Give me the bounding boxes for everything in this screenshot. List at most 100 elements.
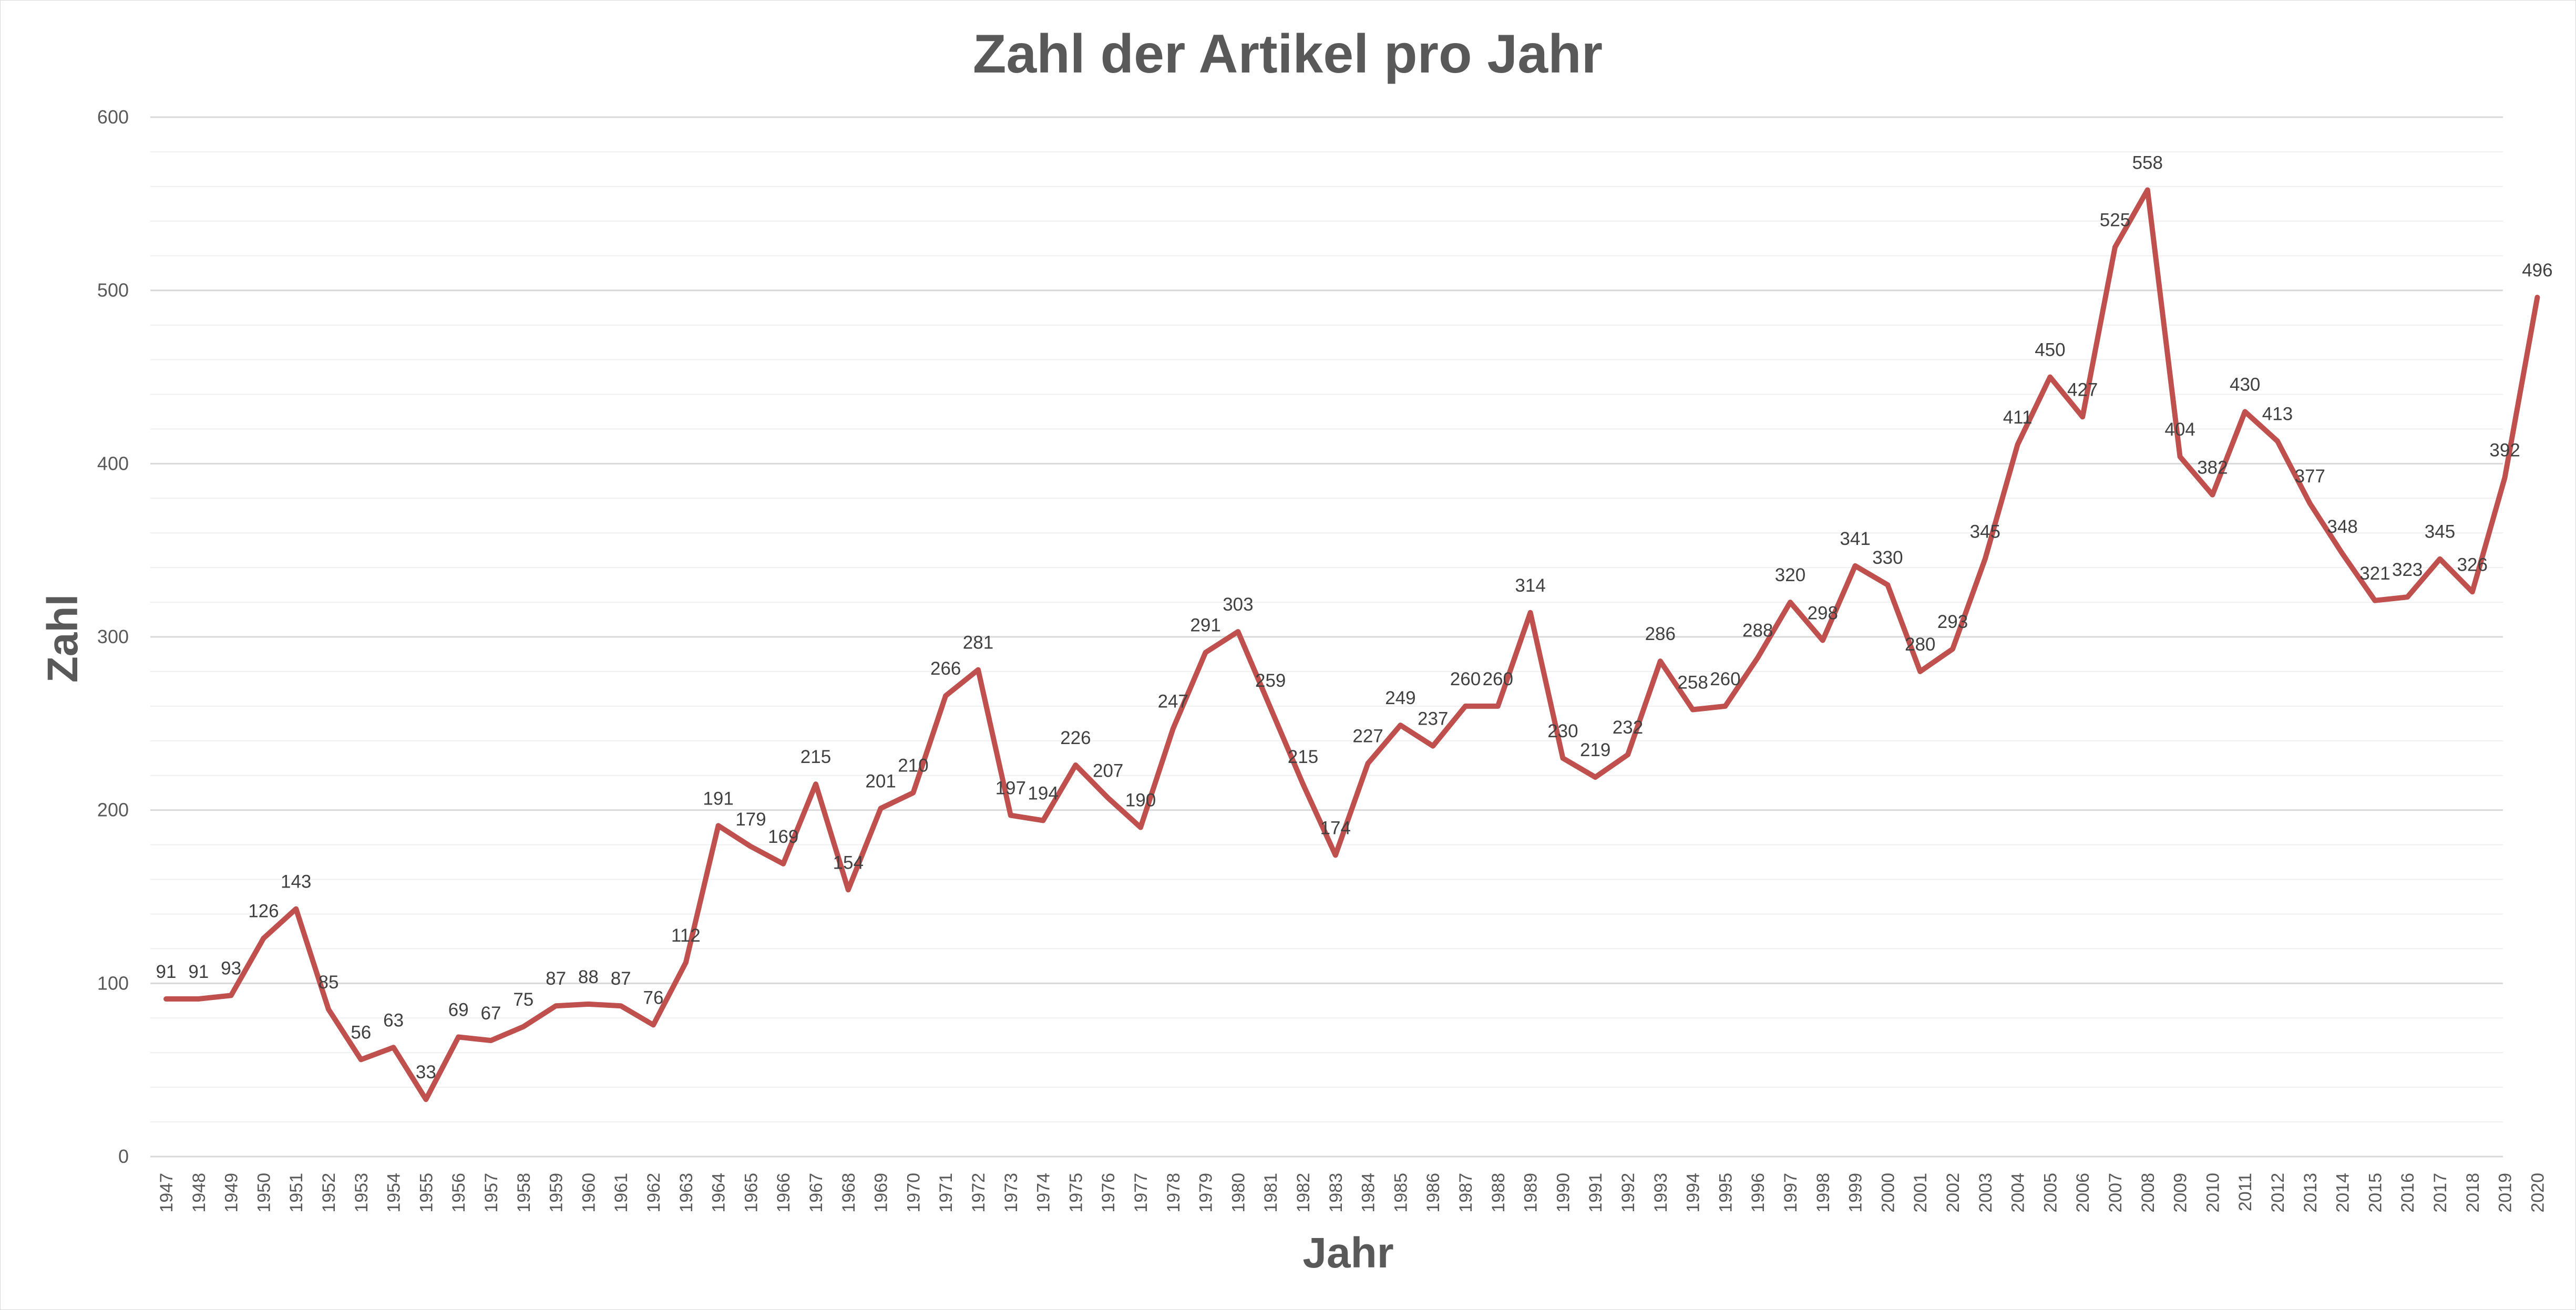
x-tick-label: 1997 xyxy=(1781,1173,1801,1213)
data-label: 190 xyxy=(1125,790,1156,811)
x-tick-label: 1979 xyxy=(1196,1173,1216,1213)
x-tick-label: 1948 xyxy=(189,1173,209,1213)
data-label: 207 xyxy=(1093,761,1123,781)
x-tick-label: 1989 xyxy=(1521,1173,1541,1213)
data-label: 85 xyxy=(319,972,339,993)
data-label: 293 xyxy=(1937,612,1968,632)
data-label: 219 xyxy=(1580,740,1610,760)
data-label: 112 xyxy=(671,925,701,946)
x-tick-label: 1973 xyxy=(1001,1173,1021,1213)
data-label: 323 xyxy=(2392,560,2423,580)
x-tick-label: 2019 xyxy=(2496,1173,2516,1213)
data-label: 215 xyxy=(800,747,831,767)
x-tick-label: 1956 xyxy=(449,1173,469,1213)
series xyxy=(163,187,2540,1102)
x-tick-label: 1955 xyxy=(416,1173,436,1213)
data-label: 321 xyxy=(2359,563,2390,584)
data-label: 288 xyxy=(1742,621,1773,641)
data-label: 87 xyxy=(546,968,566,989)
x-tick-label: 1982 xyxy=(1294,1173,1313,1213)
x-tick-label: 1993 xyxy=(1651,1173,1671,1213)
x-tick-label: 1957 xyxy=(481,1173,501,1213)
x-tick-label: 2002 xyxy=(1943,1173,1963,1213)
x-tick-label: 2020 xyxy=(2528,1173,2548,1213)
x-tick-label: 1981 xyxy=(1261,1173,1281,1213)
data-label: 377 xyxy=(2295,466,2325,487)
x-tick-label: 1958 xyxy=(514,1173,534,1213)
x-tick-label: 2017 xyxy=(2430,1173,2450,1213)
x-tick-label: 1960 xyxy=(579,1173,599,1213)
data-label: 63 xyxy=(383,1010,404,1030)
data-label: 450 xyxy=(2035,340,2065,360)
data-label: 126 xyxy=(248,901,279,922)
data-label: 258 xyxy=(1677,672,1708,693)
x-tick-label: 1998 xyxy=(1813,1173,1833,1213)
data-label: 266 xyxy=(930,658,961,679)
x-tick-label: 1966 xyxy=(774,1173,794,1213)
y-tick-label: 100 xyxy=(97,972,129,994)
data-label: 382 xyxy=(2197,458,2228,478)
x-tick-label: 2009 xyxy=(2171,1173,2191,1213)
x-tick-label: 1977 xyxy=(1131,1173,1151,1213)
data-label: 411 xyxy=(2003,407,2033,428)
x-tick-label: 2001 xyxy=(1911,1173,1931,1213)
data-label: 348 xyxy=(2327,517,2357,537)
data-label: 260 xyxy=(1710,669,1740,689)
data-label: 56 xyxy=(351,1022,371,1043)
x-tick-label: 1987 xyxy=(1456,1173,1476,1213)
x-tick-label: 2012 xyxy=(2268,1173,2288,1213)
x-tick-label: 2013 xyxy=(2301,1173,2321,1213)
chart-title: Zahl der Artikel pro Jahr xyxy=(973,24,1603,85)
data-label: 237 xyxy=(1418,709,1448,729)
data-label: 291 xyxy=(1190,615,1220,636)
x-tick-label: 2007 xyxy=(2106,1173,2126,1213)
data-label: 320 xyxy=(1775,565,1805,585)
x-tick-label: 1952 xyxy=(319,1173,339,1213)
x-tick-label: 1975 xyxy=(1066,1173,1086,1213)
x-axis-ticks: 1947 1948 1949 1950 1951 1952 1953 1954 1955 1956… xyxy=(157,1173,2548,1213)
data-label: 69 xyxy=(448,1000,469,1020)
y-tick-label: 0 xyxy=(118,1146,129,1167)
x-tick-label: 1992 xyxy=(1618,1173,1638,1213)
data-label: 345 xyxy=(2425,522,2455,542)
data-label: 286 xyxy=(1645,624,1676,644)
data-label: 298 xyxy=(1808,603,1838,624)
y-tick-label: 300 xyxy=(97,626,129,647)
x-tick-label: 1959 xyxy=(547,1173,567,1213)
x-tick-label: 1985 xyxy=(1391,1173,1411,1213)
x-tick-label: 1947 xyxy=(157,1173,177,1213)
x-tick-label: 1968 xyxy=(839,1173,859,1213)
x-tick-label: 2003 xyxy=(1976,1173,1996,1213)
data-label: 314 xyxy=(1515,575,1545,596)
y-tick-label: 600 xyxy=(97,106,129,128)
data-label: 230 xyxy=(1547,721,1578,741)
x-tick-label: 1972 xyxy=(969,1173,989,1213)
data-label: 259 xyxy=(1255,671,1286,691)
x-axis-title: Jahr xyxy=(1302,1229,1393,1277)
x-tick-label: 1950 xyxy=(254,1173,274,1213)
x-tick-label: 1995 xyxy=(1716,1173,1736,1213)
x-tick-label: 1990 xyxy=(1553,1173,1573,1213)
data-label: 194 xyxy=(1028,783,1058,803)
data-label: 430 xyxy=(2230,374,2260,395)
data-label: 247 xyxy=(1158,692,1188,712)
x-tick-label: 2018 xyxy=(2463,1173,2483,1213)
data-label: 154 xyxy=(833,852,864,873)
data-label: 179 xyxy=(735,809,766,830)
x-tick-label: 1986 xyxy=(1423,1173,1443,1213)
y-axis-title: Zahl xyxy=(39,594,87,683)
x-tick-label: 1976 xyxy=(1099,1173,1118,1213)
data-label: 210 xyxy=(898,756,928,776)
x-tick-label: 1954 xyxy=(384,1173,404,1213)
x-tick-label: 2015 xyxy=(2365,1173,2385,1213)
data-label: 404 xyxy=(2164,419,2195,440)
x-tick-label: 1951 xyxy=(286,1173,306,1213)
data-label: 330 xyxy=(1872,548,1903,568)
x-tick-label: 1999 xyxy=(1846,1173,1866,1213)
data-label: 303 xyxy=(1223,594,1253,615)
x-tick-label: 1980 xyxy=(1228,1173,1248,1213)
x-tick-label: 1953 xyxy=(352,1173,372,1213)
x-tick-label: 2010 xyxy=(2203,1173,2223,1213)
x-tick-label: 1988 xyxy=(1489,1173,1508,1213)
